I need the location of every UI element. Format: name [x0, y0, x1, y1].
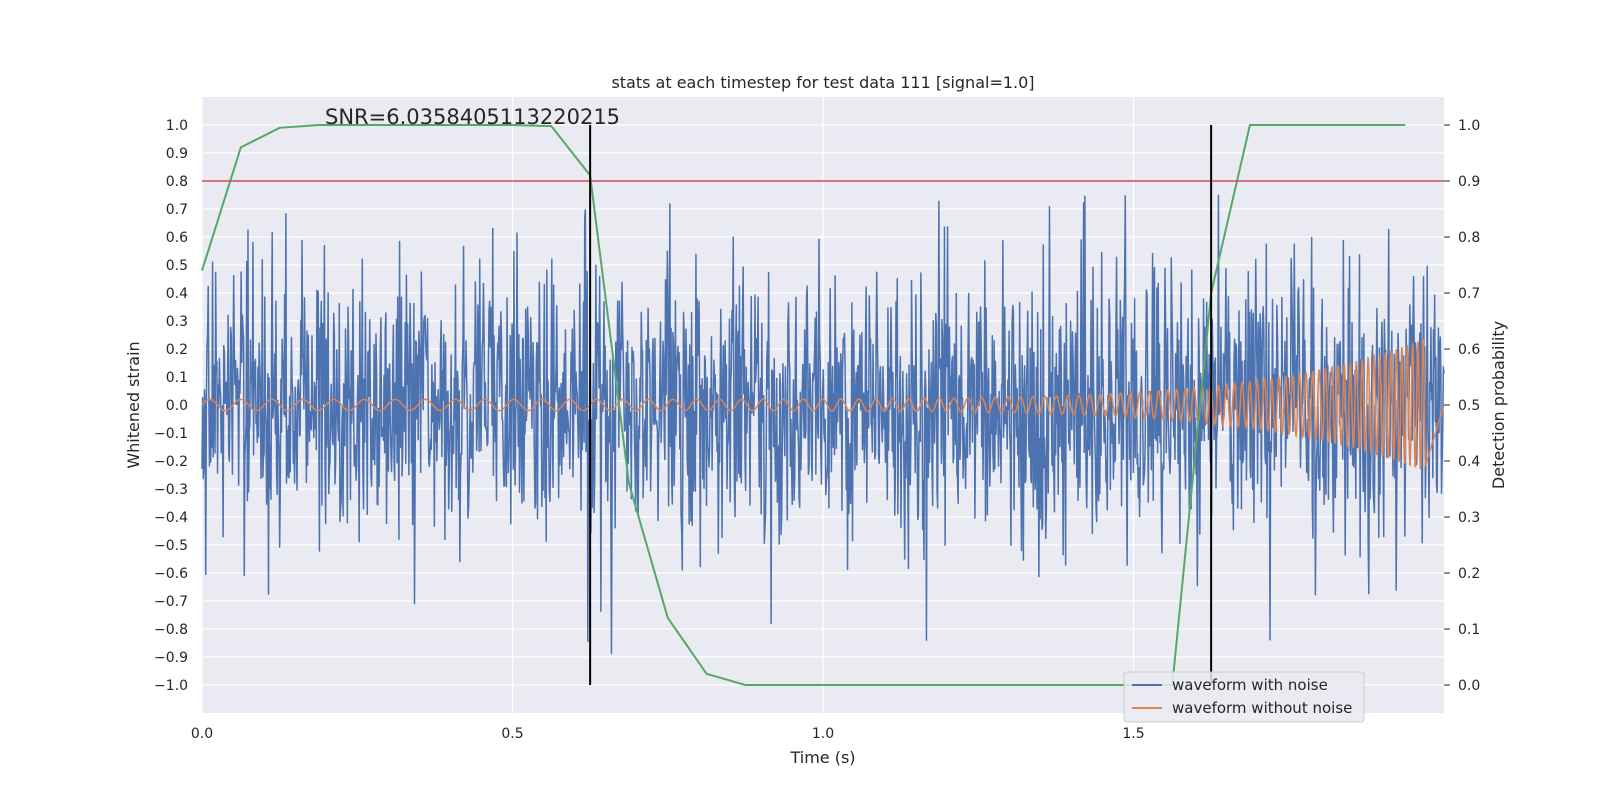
- y2-tick-label: 0.2: [1458, 566, 1480, 582]
- y-tick-label: 0.0: [166, 398, 188, 414]
- probability-line: [201, 124, 1406, 686]
- y-tick-label: −0.3: [154, 482, 188, 498]
- y2-axis-label: Detection probability: [1489, 321, 1508, 489]
- legend-box: [1123, 671, 1365, 723]
- series-waveform-without-noise: [201, 338, 1445, 470]
- y-tick-label: 0.8: [166, 174, 188, 190]
- y2-tick-label: 0.5: [1458, 398, 1480, 414]
- y-tick-label: −0.7: [154, 594, 188, 610]
- y2-tick-label: 0.1: [1458, 622, 1480, 638]
- y-tick-label: −0.4: [154, 510, 188, 526]
- series-detection-probability: [201, 124, 1406, 686]
- y-tick-label: −0.8: [154, 622, 188, 638]
- y2-tick-label: 1.0: [1458, 118, 1480, 134]
- legend: waveform with noise waveform without noi…: [1123, 671, 1365, 723]
- y2-tick-label: 0.7: [1458, 286, 1480, 302]
- y-tick-label: −0.2: [154, 454, 188, 470]
- noise-waveform-line: [201, 194, 1445, 655]
- y2-tick-label: 0.9: [1458, 174, 1480, 190]
- reference-lines: [202, 125, 1444, 685]
- y-tick-label: 0.2: [166, 342, 188, 358]
- x-tick-label: 1.5: [1122, 726, 1144, 742]
- x-tick-label: 0.5: [501, 726, 523, 742]
- y2-tick-label: 0.6: [1458, 342, 1480, 358]
- y-tick-label: −0.9: [154, 650, 188, 666]
- x-axis-ticks: 0.0 0.5 1.0 1.5: [191, 726, 1145, 742]
- snr-annotation: SNR=6.0358405113220215: [325, 105, 620, 129]
- chart-title: stats at each timestep for test data 111…: [611, 73, 1034, 92]
- clean-waveform-line: [201, 338, 1445, 470]
- y-tick-label: 0.4: [166, 286, 188, 302]
- legend-label-noise: waveform with noise: [1172, 676, 1328, 694]
- y2-tick-label: 0.8: [1458, 230, 1480, 246]
- y2-axis-ticks: 1.0 0.9 0.8 0.7 0.6 0.5 0.4 0.3 0.2 0.1 0.0: [1444, 118, 1480, 694]
- y-tick-label: 0.3: [166, 314, 188, 330]
- x-axis-label: Time (s): [789, 748, 855, 767]
- y-tick-label: 1.0: [166, 118, 188, 134]
- y-tick-label: 0.1: [166, 370, 188, 386]
- x-tick-label: 1.0: [812, 726, 834, 742]
- legend-label-clean: waveform without noise: [1172, 699, 1352, 717]
- y2-tick-label: 0.3: [1458, 510, 1480, 526]
- y-axis-ticks: 1.0 0.9 0.8 0.7 0.6 0.5 0.4 0.3 0.2 0.1 0.0 −0.1 −0.…: [154, 118, 188, 694]
- y-tick-label: 0.5: [166, 258, 188, 274]
- x-tick-label: 0.0: [191, 726, 213, 742]
- y2-tick-label: 0.0: [1458, 678, 1480, 694]
- y-tick-label: −0.6: [154, 566, 188, 582]
- y-tick-label: −0.5: [154, 538, 188, 554]
- y2-tick-label: 0.4: [1458, 454, 1480, 470]
- y-axis-label: Whitened strain: [124, 341, 143, 468]
- series-waveform-with-noise: [201, 194, 1445, 655]
- y-tick-label: −0.1: [154, 426, 188, 442]
- y-tick-label: −1.0: [154, 678, 188, 694]
- y-tick-label: 0.9: [166, 146, 188, 162]
- y-tick-label: 0.7: [166, 202, 188, 218]
- y-tick-label: 0.6: [166, 230, 188, 246]
